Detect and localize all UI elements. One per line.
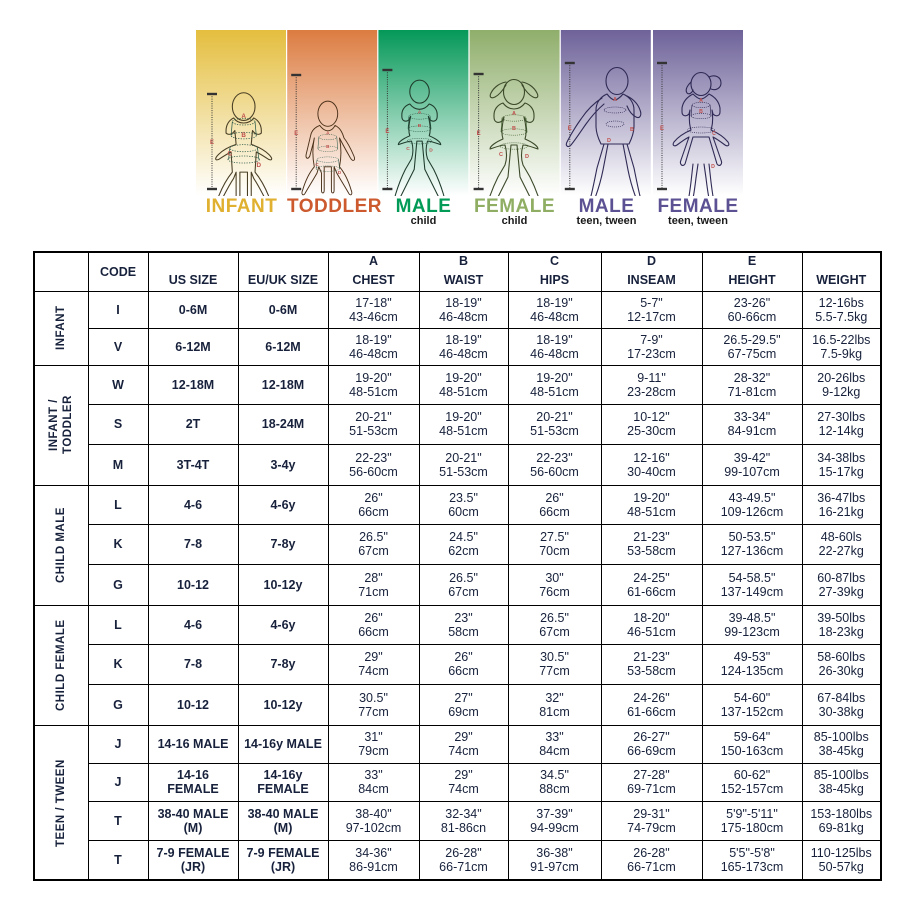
svg-text:E: E (660, 126, 664, 132)
svg-text:B: B (418, 123, 422, 129)
svg-text:C: C (228, 151, 233, 158)
svg-text:B: B (630, 127, 634, 133)
svg-text:C: C (499, 152, 503, 158)
svg-text:A: A (418, 110, 422, 116)
svg-text:A: A (613, 97, 617, 103)
svg-text:E: E (294, 131, 298, 137)
svg-text:A: A (699, 98, 703, 104)
svg-text:D: D (525, 154, 529, 160)
svg-text:C: C (712, 131, 716, 137)
svg-text:E: E (210, 140, 214, 146)
svg-text:D: D (711, 164, 715, 170)
svg-text:D: D (429, 148, 433, 154)
svg-text:A: A (241, 113, 246, 120)
svg-text:B: B (241, 132, 246, 139)
svg-text:B: B (699, 109, 703, 115)
svg-text:B: B (512, 126, 516, 132)
svg-text:C: C (406, 146, 410, 152)
svg-text:E: E (477, 131, 481, 137)
svg-text:A: A (512, 111, 516, 117)
svg-text:D: D (607, 138, 611, 144)
svg-text:D: D (257, 162, 262, 169)
svg-text:E: E (385, 129, 389, 135)
svg-text:E: E (568, 126, 572, 132)
